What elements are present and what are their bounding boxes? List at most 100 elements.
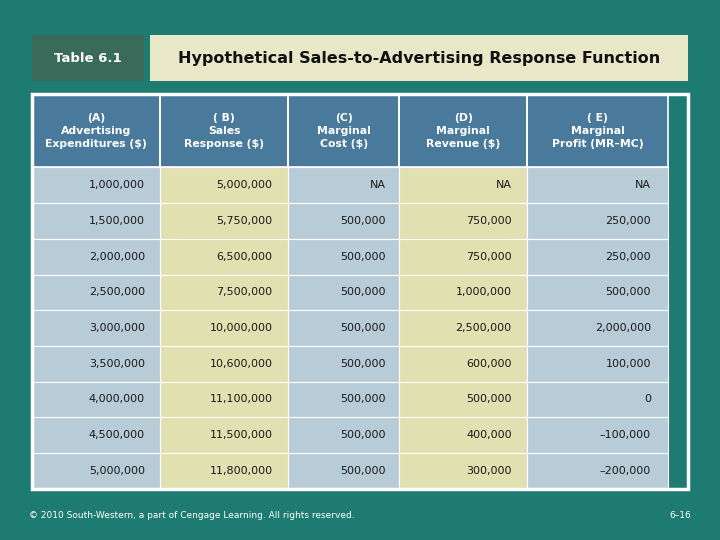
- Text: NA: NA: [635, 180, 651, 190]
- Bar: [32, 239, 160, 274]
- Bar: [32, 94, 688, 489]
- Text: 1,000,000: 1,000,000: [89, 180, 145, 190]
- Text: 2,500,000: 2,500,000: [456, 323, 512, 333]
- Text: 5,750,000: 5,750,000: [217, 216, 273, 226]
- Text: 4,000,000: 4,000,000: [89, 394, 145, 404]
- Text: 3,500,000: 3,500,000: [89, 359, 145, 369]
- Bar: [527, 453, 668, 489]
- Text: 6,500,000: 6,500,000: [217, 252, 273, 262]
- Bar: [527, 382, 668, 417]
- Bar: [288, 239, 400, 274]
- Text: 0: 0: [644, 394, 651, 404]
- Bar: [160, 239, 288, 274]
- Text: 600,000: 600,000: [467, 359, 512, 369]
- Text: (A)
Advertising
Expenditures ($): (A) Advertising Expenditures ($): [45, 113, 147, 148]
- Text: 500,000: 500,000: [341, 394, 386, 404]
- Text: 1,500,000: 1,500,000: [89, 216, 145, 226]
- Text: Hypothetical Sales-to-Advertising Response Function: Hypothetical Sales-to-Advertising Respon…: [178, 51, 660, 65]
- Text: 7,500,000: 7,500,000: [217, 287, 273, 298]
- Text: 11,500,000: 11,500,000: [210, 430, 273, 440]
- Text: ( B)
Sales
Response ($): ( B) Sales Response ($): [184, 113, 264, 148]
- Bar: [288, 417, 400, 453]
- Text: –100,000: –100,000: [600, 430, 651, 440]
- Text: Table 6.1: Table 6.1: [55, 51, 122, 65]
- Bar: [527, 346, 668, 382]
- Bar: [527, 310, 668, 346]
- Bar: [288, 167, 400, 203]
- Text: 500,000: 500,000: [341, 359, 386, 369]
- Bar: [32, 346, 160, 382]
- Bar: [288, 382, 400, 417]
- Text: 100,000: 100,000: [606, 359, 651, 369]
- Bar: [400, 274, 527, 310]
- Text: NA: NA: [370, 180, 386, 190]
- Bar: [288, 346, 400, 382]
- Bar: [288, 310, 400, 346]
- Bar: [32, 310, 160, 346]
- Bar: [288, 94, 400, 167]
- Text: 750,000: 750,000: [466, 252, 512, 262]
- Bar: [32, 453, 160, 489]
- Bar: [527, 94, 668, 167]
- Bar: [527, 203, 668, 239]
- Bar: [400, 239, 527, 274]
- Bar: [400, 417, 527, 453]
- Text: 500,000: 500,000: [341, 216, 386, 226]
- Bar: [527, 239, 668, 274]
- Text: 500,000: 500,000: [341, 430, 386, 440]
- Bar: [160, 94, 288, 167]
- Text: ( E)
Marginal
Profit (MR–MC): ( E) Marginal Profit (MR–MC): [552, 113, 644, 148]
- Bar: [32, 167, 160, 203]
- Bar: [400, 453, 527, 489]
- Bar: [160, 346, 288, 382]
- Text: 2,500,000: 2,500,000: [89, 287, 145, 298]
- Bar: [288, 453, 400, 489]
- Text: 500,000: 500,000: [467, 394, 512, 404]
- Bar: [160, 382, 288, 417]
- Bar: [32, 274, 160, 310]
- Bar: [32, 417, 160, 453]
- Bar: [32, 94, 160, 167]
- Bar: [400, 167, 527, 203]
- Text: 750,000: 750,000: [466, 216, 512, 226]
- Bar: [400, 94, 527, 167]
- Bar: [288, 274, 400, 310]
- Text: 5,000,000: 5,000,000: [217, 180, 273, 190]
- Text: (D)
Marginal
Revenue ($): (D) Marginal Revenue ($): [426, 113, 500, 148]
- Text: 300,000: 300,000: [467, 466, 512, 476]
- Text: 400,000: 400,000: [466, 430, 512, 440]
- Text: 2,000,000: 2,000,000: [89, 252, 145, 262]
- Bar: [160, 310, 288, 346]
- Text: © 2010 South-Western, a part of Cengage Learning. All rights reserved.: © 2010 South-Western, a part of Cengage …: [29, 511, 354, 520]
- Text: 2,000,000: 2,000,000: [595, 323, 651, 333]
- Text: 10,600,000: 10,600,000: [210, 359, 273, 369]
- Text: 6–16: 6–16: [670, 511, 691, 520]
- Text: 250,000: 250,000: [606, 216, 651, 226]
- Bar: [160, 203, 288, 239]
- Text: 500,000: 500,000: [341, 287, 386, 298]
- Text: 5,000,000: 5,000,000: [89, 466, 145, 476]
- Bar: [160, 417, 288, 453]
- Text: 1,000,000: 1,000,000: [456, 287, 512, 298]
- Bar: [160, 453, 288, 489]
- Text: NA: NA: [496, 180, 512, 190]
- Text: 500,000: 500,000: [341, 323, 386, 333]
- Text: (C)
Marginal
Cost ($): (C) Marginal Cost ($): [317, 113, 371, 148]
- Text: 11,800,000: 11,800,000: [210, 466, 273, 476]
- Bar: [400, 346, 527, 382]
- Bar: [400, 382, 527, 417]
- Bar: [527, 167, 668, 203]
- Text: 500,000: 500,000: [341, 466, 386, 476]
- Bar: [400, 203, 527, 239]
- Bar: [150, 35, 688, 81]
- Text: 10,000,000: 10,000,000: [210, 323, 273, 333]
- Text: 11,100,000: 11,100,000: [210, 394, 273, 404]
- Bar: [527, 417, 668, 453]
- Text: 500,000: 500,000: [341, 252, 386, 262]
- Bar: [160, 167, 288, 203]
- Text: 3,000,000: 3,000,000: [89, 323, 145, 333]
- Text: 4,500,000: 4,500,000: [89, 430, 145, 440]
- Bar: [32, 203, 160, 239]
- Text: 500,000: 500,000: [606, 287, 651, 298]
- Bar: [160, 274, 288, 310]
